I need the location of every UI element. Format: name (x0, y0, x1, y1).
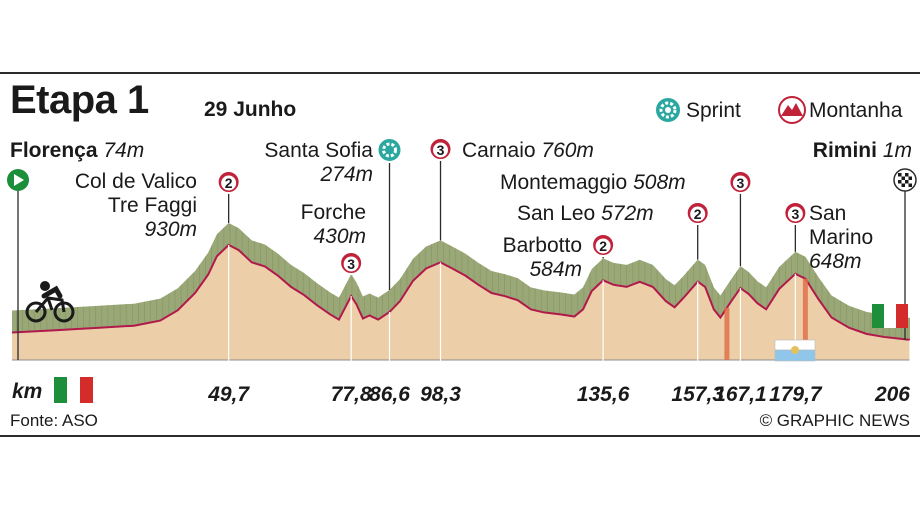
source-credit: Fonte: ASO (10, 411, 98, 430)
forche-name: Forche (300, 201, 366, 224)
barbotto-badge-inner (595, 238, 611, 254)
forche-category: 3 (347, 256, 355, 272)
forche-badge-inner (343, 256, 359, 272)
cyclist-rear-wheel (25, 301, 47, 323)
san-marino-name-2: Marino (809, 226, 874, 249)
legend-mountain-label: Montanha (809, 99, 903, 122)
san-leo-name: San Leo (517, 202, 596, 225)
montemaggio-label: Montemaggio 508m (500, 171, 686, 195)
legend-sprint-label: Sprint (686, 99, 741, 122)
san-marino-flag-crest (791, 346, 799, 354)
checkered-square (908, 183, 912, 187)
carnaio-badge-inner (433, 142, 449, 158)
checkered-square (901, 176, 905, 180)
barbotto-label: Barbotto 584m (503, 234, 582, 282)
tick-label: 157,3 (671, 383, 724, 406)
checkered-square (898, 180, 902, 184)
tick-label: 49,7 (207, 383, 250, 406)
checkered-square (898, 173, 902, 177)
forche-label: Forche 430m (301, 201, 366, 249)
santa-sofia-sprint-gear (382, 142, 398, 158)
montemaggio-badge-inner (732, 175, 748, 191)
stage-title: Etapa 1 (10, 78, 149, 122)
italy-flag-green (54, 377, 67, 403)
tick-label: 98,3 (420, 383, 461, 406)
san-leo-altitude: 572m (601, 202, 654, 225)
tick-label: 77,8 (331, 383, 372, 406)
san-marino-altitude: 648m (809, 250, 862, 273)
san-leo-badge-inner (690, 206, 706, 222)
italy-flag-right-red (896, 304, 908, 328)
col-de-valico-label: Col de Valico Tre Faggi 930m (75, 170, 197, 242)
carnaio-altitude: 760m (541, 139, 594, 162)
san-marino-badge-inner (787, 206, 803, 222)
italy-flag-right-green (872, 304, 884, 328)
finish-name: Rimini (812, 139, 877, 162)
start-altitude: 74m (103, 139, 145, 162)
santa-sofia-altitude: 274m (320, 163, 373, 186)
checkered-square (905, 173, 909, 177)
carnaio-category: 3 (437, 142, 445, 158)
tick-label: 86,6 (369, 383, 410, 406)
san-leo-label: San Leo 572m (517, 202, 654, 226)
santa-sofia-name: Santa Sofia (264, 139, 373, 162)
start-label: Florença 74m (10, 139, 144, 163)
montemaggio-category: 3 (737, 175, 745, 191)
santa-sofia-sprint-icon (376, 137, 403, 163)
checkered-square (905, 180, 909, 184)
carnaio-label: Carnaio 760m (462, 139, 594, 163)
sprint-gear-icon (654, 96, 682, 124)
san-leo-category: 2 (694, 206, 702, 222)
checkered-square (901, 183, 905, 187)
forche-altitude: 430m (313, 225, 366, 248)
san-marino-border (724, 307, 730, 360)
col-de-valico-name-2: Tre Faggi (107, 194, 197, 217)
carnaio-name: Carnaio (462, 139, 536, 162)
san-marino-border (802, 278, 808, 360)
stage-date: 29 Junho (204, 98, 297, 121)
col-de-valico-name-1: Col de Valico (74, 170, 197, 193)
finish-label: Rimini 1m (813, 139, 912, 163)
finish-altitude: 1m (882, 139, 912, 162)
barbotto-category: 2 (599, 238, 607, 254)
cyclist-head (40, 281, 50, 291)
axis-unit-km: km (12, 380, 43, 403)
italy-flag-right-white (884, 304, 896, 328)
italy-flag-white (67, 377, 80, 403)
graphic-credit: © GRAPHIC NEWS (759, 411, 910, 430)
start-play-triangle (14, 174, 24, 186)
checkered-square (908, 176, 912, 180)
cyclist-body (41, 285, 63, 299)
col-de-valico-category: 2 (225, 175, 233, 191)
santa-sofia-label: Santa Sofia 274m (264, 139, 373, 187)
barbotto-name: Barbotto (502, 234, 582, 257)
tick-label: 206 (874, 383, 910, 406)
mountain-peak-icon (778, 96, 806, 124)
san-marino-category: 3 (791, 206, 799, 222)
col-de-valico-badge-inner (221, 175, 237, 191)
montemaggio-name: Montemaggio (500, 171, 628, 194)
san-marino-name-1: San (809, 202, 847, 225)
montemaggio-altitude: 508m (633, 171, 686, 194)
barbotto-altitude: 584m (529, 258, 582, 281)
chart-frame (0, 72, 920, 437)
tick-label: 135,6 (577, 383, 630, 406)
italy-flag-red (80, 377, 93, 403)
profile-line (11, 243, 911, 341)
san-marino-label: San Marino 648m (809, 202, 873, 274)
profile-area (12, 245, 910, 360)
tick-label: 167,1 (714, 383, 767, 406)
start-name: Florença (10, 139, 98, 162)
cyclist-frame (34, 296, 66, 313)
col-de-valico-altitude: 930m (144, 218, 197, 241)
tick-label: 179,7 (769, 383, 823, 406)
